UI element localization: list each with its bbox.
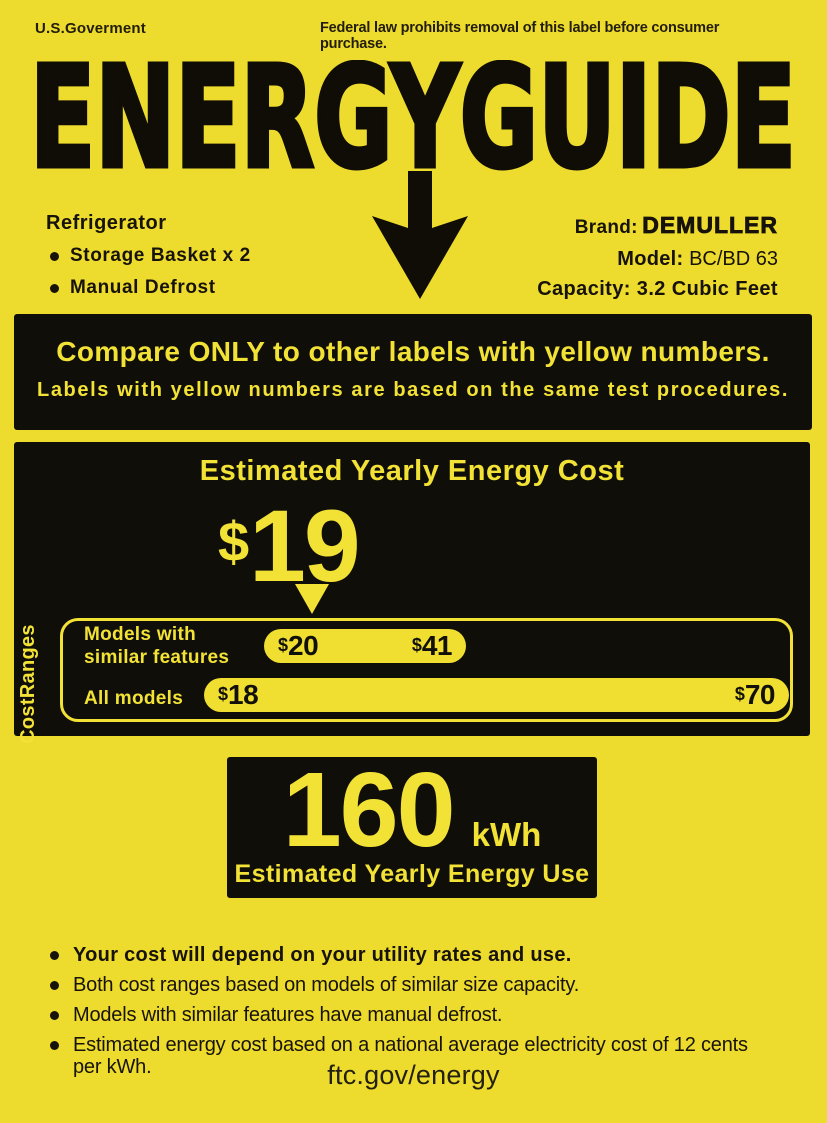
brand-label: Brand: bbox=[574, 217, 638, 238]
capacity-value: 3.2 Cubic Feet bbox=[636, 278, 778, 300]
capacity-label: Capacity: bbox=[537, 278, 631, 300]
yearly-cost-value: $ 19 bbox=[218, 489, 361, 603]
feature-label: Storage Basket x 2 bbox=[70, 245, 251, 266]
cost-amount: 19 bbox=[249, 489, 360, 603]
bullet-icon bbox=[50, 283, 59, 293]
feature-item: Manual Defrost bbox=[50, 277, 251, 299]
energy-use-caption: Estimated Yearly Energy Use bbox=[234, 859, 590, 888]
footnotes: Your cost will depend on your utility ra… bbox=[50, 944, 780, 1086]
range-max-value: 70 bbox=[744, 679, 776, 710]
us-government-text: U.S.Goverment bbox=[35, 20, 146, 37]
capacity-row: Capacity: 3.2 Cubic Feet bbox=[537, 274, 778, 304]
feature-item: Storage Basket x 2 bbox=[50, 245, 251, 267]
energyguide-logo-text: ENERGYGUIDE bbox=[30, 60, 796, 172]
cost-ranges-axis-label: CostRanges bbox=[17, 624, 39, 744]
range-max: $70 bbox=[734, 679, 776, 710]
range-max-value: 41 bbox=[421, 630, 453, 661]
footnote-text: Your cost will depend on your utility ra… bbox=[73, 944, 572, 966]
brand-row: Brand: DEMULLER bbox=[537, 210, 778, 244]
similar-models-label: Models with similar features bbox=[84, 624, 230, 668]
yearly-cost-panel: Estimated Yearly Energy Cost $ 19 CostRa… bbox=[14, 442, 810, 744]
energy-use-panel: 160 kWh Estimated Yearly Energy Use bbox=[227, 757, 597, 898]
footnote-item: Both cost ranges based on models of simi… bbox=[50, 974, 780, 996]
currency-symbol: $ bbox=[411, 635, 422, 655]
product-type: Refrigerator bbox=[46, 212, 167, 234]
footnote-item: Estimated energy cost based on a nationa… bbox=[50, 1034, 780, 1078]
currency-symbol: $ bbox=[734, 684, 745, 704]
bullet-icon bbox=[50, 1041, 59, 1050]
bullet-icon bbox=[50, 951, 59, 960]
bullet-icon bbox=[50, 981, 59, 990]
down-arrow-icon bbox=[368, 171, 472, 301]
yearly-cost-title: Estimated Yearly Energy Cost bbox=[199, 455, 625, 487]
range-min: $18 bbox=[218, 679, 259, 710]
footnote-text: Estimated energy cost based on a nationa… bbox=[73, 1034, 748, 1078]
compare-title: Compare ONLY to other labels with yellow… bbox=[56, 336, 770, 367]
similar-models-range-bar: $20 $41 bbox=[264, 629, 466, 663]
energyguide-logo-svg: ENERGYGUIDE bbox=[28, 60, 799, 172]
all-models-range-bar: $18 $70 bbox=[204, 678, 789, 712]
cost-marker-icon bbox=[295, 584, 329, 614]
energy-use-unit: kWh bbox=[471, 815, 542, 853]
bullet-icon bbox=[50, 251, 59, 261]
range-min-value: 18 bbox=[228, 679, 259, 710]
brand-value: DEMULLER bbox=[642, 212, 778, 239]
footnote-item: Your cost will depend on your utility ra… bbox=[50, 944, 780, 966]
currency-symbol: $ bbox=[278, 635, 289, 655]
footnote-text: Models with similar features have manual… bbox=[73, 1004, 503, 1026]
currency-symbol: $ bbox=[218, 510, 250, 573]
currency-symbol: $ bbox=[218, 684, 229, 704]
bullet-icon bbox=[50, 1011, 59, 1020]
brand-info: Brand: DEMULLER Model: BC/BD 63 Capacity… bbox=[537, 210, 778, 304]
footnote-item: Models with similar features have manual… bbox=[50, 1004, 780, 1026]
energy-use-value: 160 bbox=[282, 750, 456, 869]
model-label: Model: bbox=[617, 248, 684, 270]
compare-banner: Compare ONLY to other labels with yellow… bbox=[14, 314, 812, 430]
all-models-label: All models bbox=[84, 688, 184, 709]
footnote-text: Both cost ranges based on models of simi… bbox=[73, 974, 580, 996]
compare-subtitle: Labels with yellow numbers are based on … bbox=[37, 379, 789, 401]
product-info: Refrigerator Storage Basket x 2 Manual D… bbox=[46, 212, 251, 299]
model-value: BC/BD 63 bbox=[689, 248, 778, 270]
range-max: $41 bbox=[411, 630, 453, 661]
energyguide-logo: ENERGYGUIDE bbox=[28, 60, 800, 172]
energy-use-value-row: 160 kWh bbox=[282, 750, 542, 869]
federal-law-notice: Federal law prohibits removal of this la… bbox=[320, 20, 720, 52]
ftc-url: ftc.gov/energy bbox=[327, 1060, 500, 1090]
cost-ranges-box bbox=[60, 618, 793, 722]
range-min: $20 bbox=[278, 630, 319, 661]
range-min-value: 20 bbox=[288, 630, 319, 661]
model-row: Model: BC/BD 63 bbox=[537, 244, 778, 274]
feature-label: Manual Defrost bbox=[70, 277, 216, 298]
